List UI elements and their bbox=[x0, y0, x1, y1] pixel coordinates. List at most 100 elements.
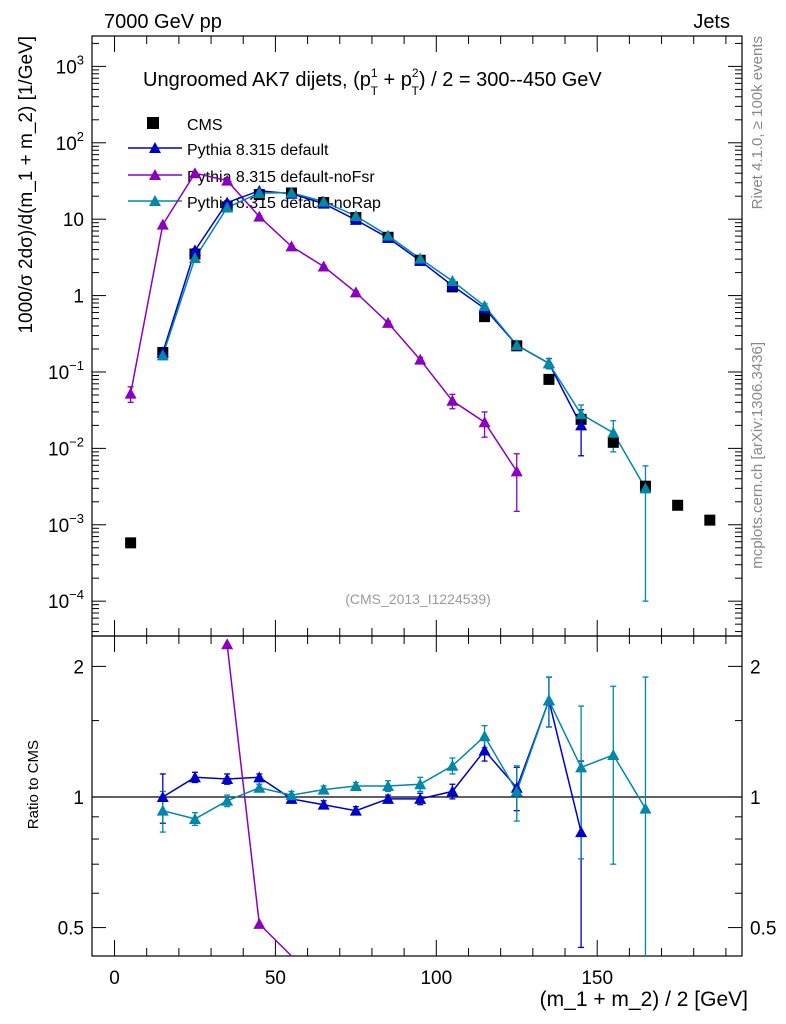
main-y-tick-mantissa: 10 bbox=[48, 592, 69, 613]
ratio-y-tick-label-right: 1 bbox=[750, 788, 761, 809]
ratio-point-default bbox=[221, 773, 234, 785]
ratio-point-default bbox=[188, 771, 201, 783]
main-y-tick-exponent: −3 bbox=[69, 511, 84, 526]
main-point-nofsr bbox=[221, 174, 234, 186]
main-point-nofsr bbox=[285, 240, 298, 252]
ratio-point-norap bbox=[607, 748, 620, 760]
legend-label-default: Pythia 8.315 default bbox=[187, 142, 329, 159]
main-point-cms bbox=[125, 537, 137, 549]
main-y-tick-mantissa: 1 bbox=[73, 287, 84, 308]
ratio-point-norap bbox=[221, 794, 234, 806]
ratio-point-default bbox=[446, 785, 459, 797]
main-line-norap bbox=[162, 191, 647, 489]
main-point-nofsr bbox=[478, 416, 491, 428]
main-y-tick-mantissa: 10 bbox=[63, 210, 84, 231]
ratio-point-default bbox=[253, 771, 266, 783]
ratio-point-norap bbox=[382, 780, 395, 792]
main-point-norap bbox=[478, 300, 491, 312]
ratio-point-norap bbox=[188, 812, 201, 824]
main-point-norap bbox=[639, 482, 652, 494]
legend-marker-default bbox=[149, 142, 161, 153]
ratio-point-default bbox=[575, 826, 588, 838]
ratio-point-default bbox=[414, 792, 427, 804]
main-point-norap bbox=[414, 252, 427, 264]
main-point-norap bbox=[253, 187, 266, 199]
main-y-tick-mantissa: 10 bbox=[56, 57, 77, 78]
main-point-cms bbox=[575, 413, 587, 425]
main-point-norap bbox=[349, 210, 362, 222]
main-y-tick-mantissa: 10 bbox=[48, 516, 69, 537]
ratio-y-tick-label: 0.5 bbox=[58, 919, 84, 940]
ratio-point-norap bbox=[639, 802, 652, 814]
main-point-nofsr bbox=[382, 316, 395, 328]
main-y-tick-mantissa: 10 bbox=[48, 363, 69, 384]
main-point-norap bbox=[188, 252, 201, 264]
ratio-point-default bbox=[349, 804, 362, 816]
x-tick-label: 150 bbox=[581, 968, 613, 989]
main-point-nofsr bbox=[156, 218, 169, 230]
main-point-default bbox=[575, 419, 588, 431]
legend-marker-norap bbox=[149, 195, 161, 206]
ratio-point-default bbox=[156, 790, 169, 802]
legend-label-cms: CMS bbox=[187, 117, 223, 134]
legend-label-norap: Pythia 8.315 default-noRap bbox=[187, 195, 381, 212]
ratio-frame bbox=[91, 635, 743, 957]
header-right: Jets bbox=[693, 11, 730, 33]
main-point-nofsr bbox=[124, 387, 137, 399]
legend-marker-nofsr bbox=[149, 169, 161, 180]
ratio-y-axis-label: Ratio to CMS bbox=[25, 740, 42, 829]
main-point-norap bbox=[156, 349, 169, 361]
main-y-tick-label: 103 bbox=[56, 52, 84, 78]
header-left: 7000 GeV pp bbox=[104, 11, 222, 33]
analysis-watermark: (CMS_2013_I1224539) bbox=[345, 591, 491, 607]
ratio-point-norap bbox=[478, 730, 491, 742]
main-point-norap bbox=[317, 195, 330, 207]
main-y-tick-label: 1 bbox=[73, 287, 84, 308]
main-point-nofsr bbox=[317, 260, 330, 272]
main-y-tick-exponent: −1 bbox=[69, 358, 84, 373]
main-y-tick-exponent: 3 bbox=[77, 52, 84, 67]
main-point-norap bbox=[382, 229, 395, 241]
ratio-point-norap bbox=[156, 804, 169, 816]
main-point-cms bbox=[479, 311, 491, 323]
main-point-cms bbox=[672, 499, 684, 511]
ratio-panel: 0 50 100 150 2 2 1 1 0.5 0.5 bbox=[58, 635, 776, 989]
main-point-norap bbox=[607, 426, 620, 438]
main-y-tick-label: 10−4 bbox=[48, 587, 84, 613]
main-point-nofsr bbox=[253, 210, 266, 222]
main-point-nofsr bbox=[188, 167, 201, 179]
main-point-norap bbox=[510, 339, 523, 351]
ratio-y-tick-label: 1 bbox=[73, 788, 84, 809]
x-tick-label: 0 bbox=[109, 968, 120, 989]
main-y-tick-label: 10−3 bbox=[48, 511, 84, 537]
main-point-nofsr bbox=[446, 394, 459, 406]
ratio-point-norap bbox=[317, 783, 330, 795]
ratio-line-nofsr bbox=[226, 644, 293, 957]
ratio-point-nofsr bbox=[253, 917, 266, 929]
main-y-tick-exponent: 2 bbox=[77, 129, 84, 144]
main-point-default bbox=[188, 244, 201, 256]
x-tick-label: 100 bbox=[420, 968, 452, 989]
main-point-norap bbox=[285, 186, 298, 198]
main-point-cms bbox=[543, 373, 555, 385]
ratio-point-norap bbox=[575, 761, 588, 773]
main-point-norap bbox=[221, 201, 234, 213]
main-y-tick-exponent: −4 bbox=[69, 587, 84, 602]
ratio-point-default bbox=[382, 792, 395, 804]
ratio-point-nofsr bbox=[221, 638, 234, 650]
ratio-point-norap bbox=[285, 789, 298, 801]
main-point-nofsr bbox=[349, 286, 362, 298]
main-y-tick-label: 10−1 bbox=[48, 358, 84, 384]
ratio-point-norap bbox=[446, 759, 459, 771]
chart-title: Ungroomed AK7 dijets, (p1 T + p2 T) / 2 = … bbox=[143, 66, 602, 98]
main-y-tick-exponent: −2 bbox=[69, 434, 84, 449]
ratio-point-norap bbox=[253, 781, 266, 793]
main-point-cms bbox=[704, 514, 716, 526]
ratio-point-norap bbox=[349, 780, 362, 792]
main-y-axis-label: 1000/σ 2dσ)/d(m_1 + m_2) [1/GeV] bbox=[16, 36, 37, 334]
main-y-tick-mantissa: 10 bbox=[48, 439, 69, 460]
ratio-point-norap bbox=[414, 778, 427, 790]
ratio-point-norap bbox=[542, 694, 555, 706]
x-axis-label: (m_1 + m_2) / 2 [GeV] bbox=[540, 988, 748, 1011]
